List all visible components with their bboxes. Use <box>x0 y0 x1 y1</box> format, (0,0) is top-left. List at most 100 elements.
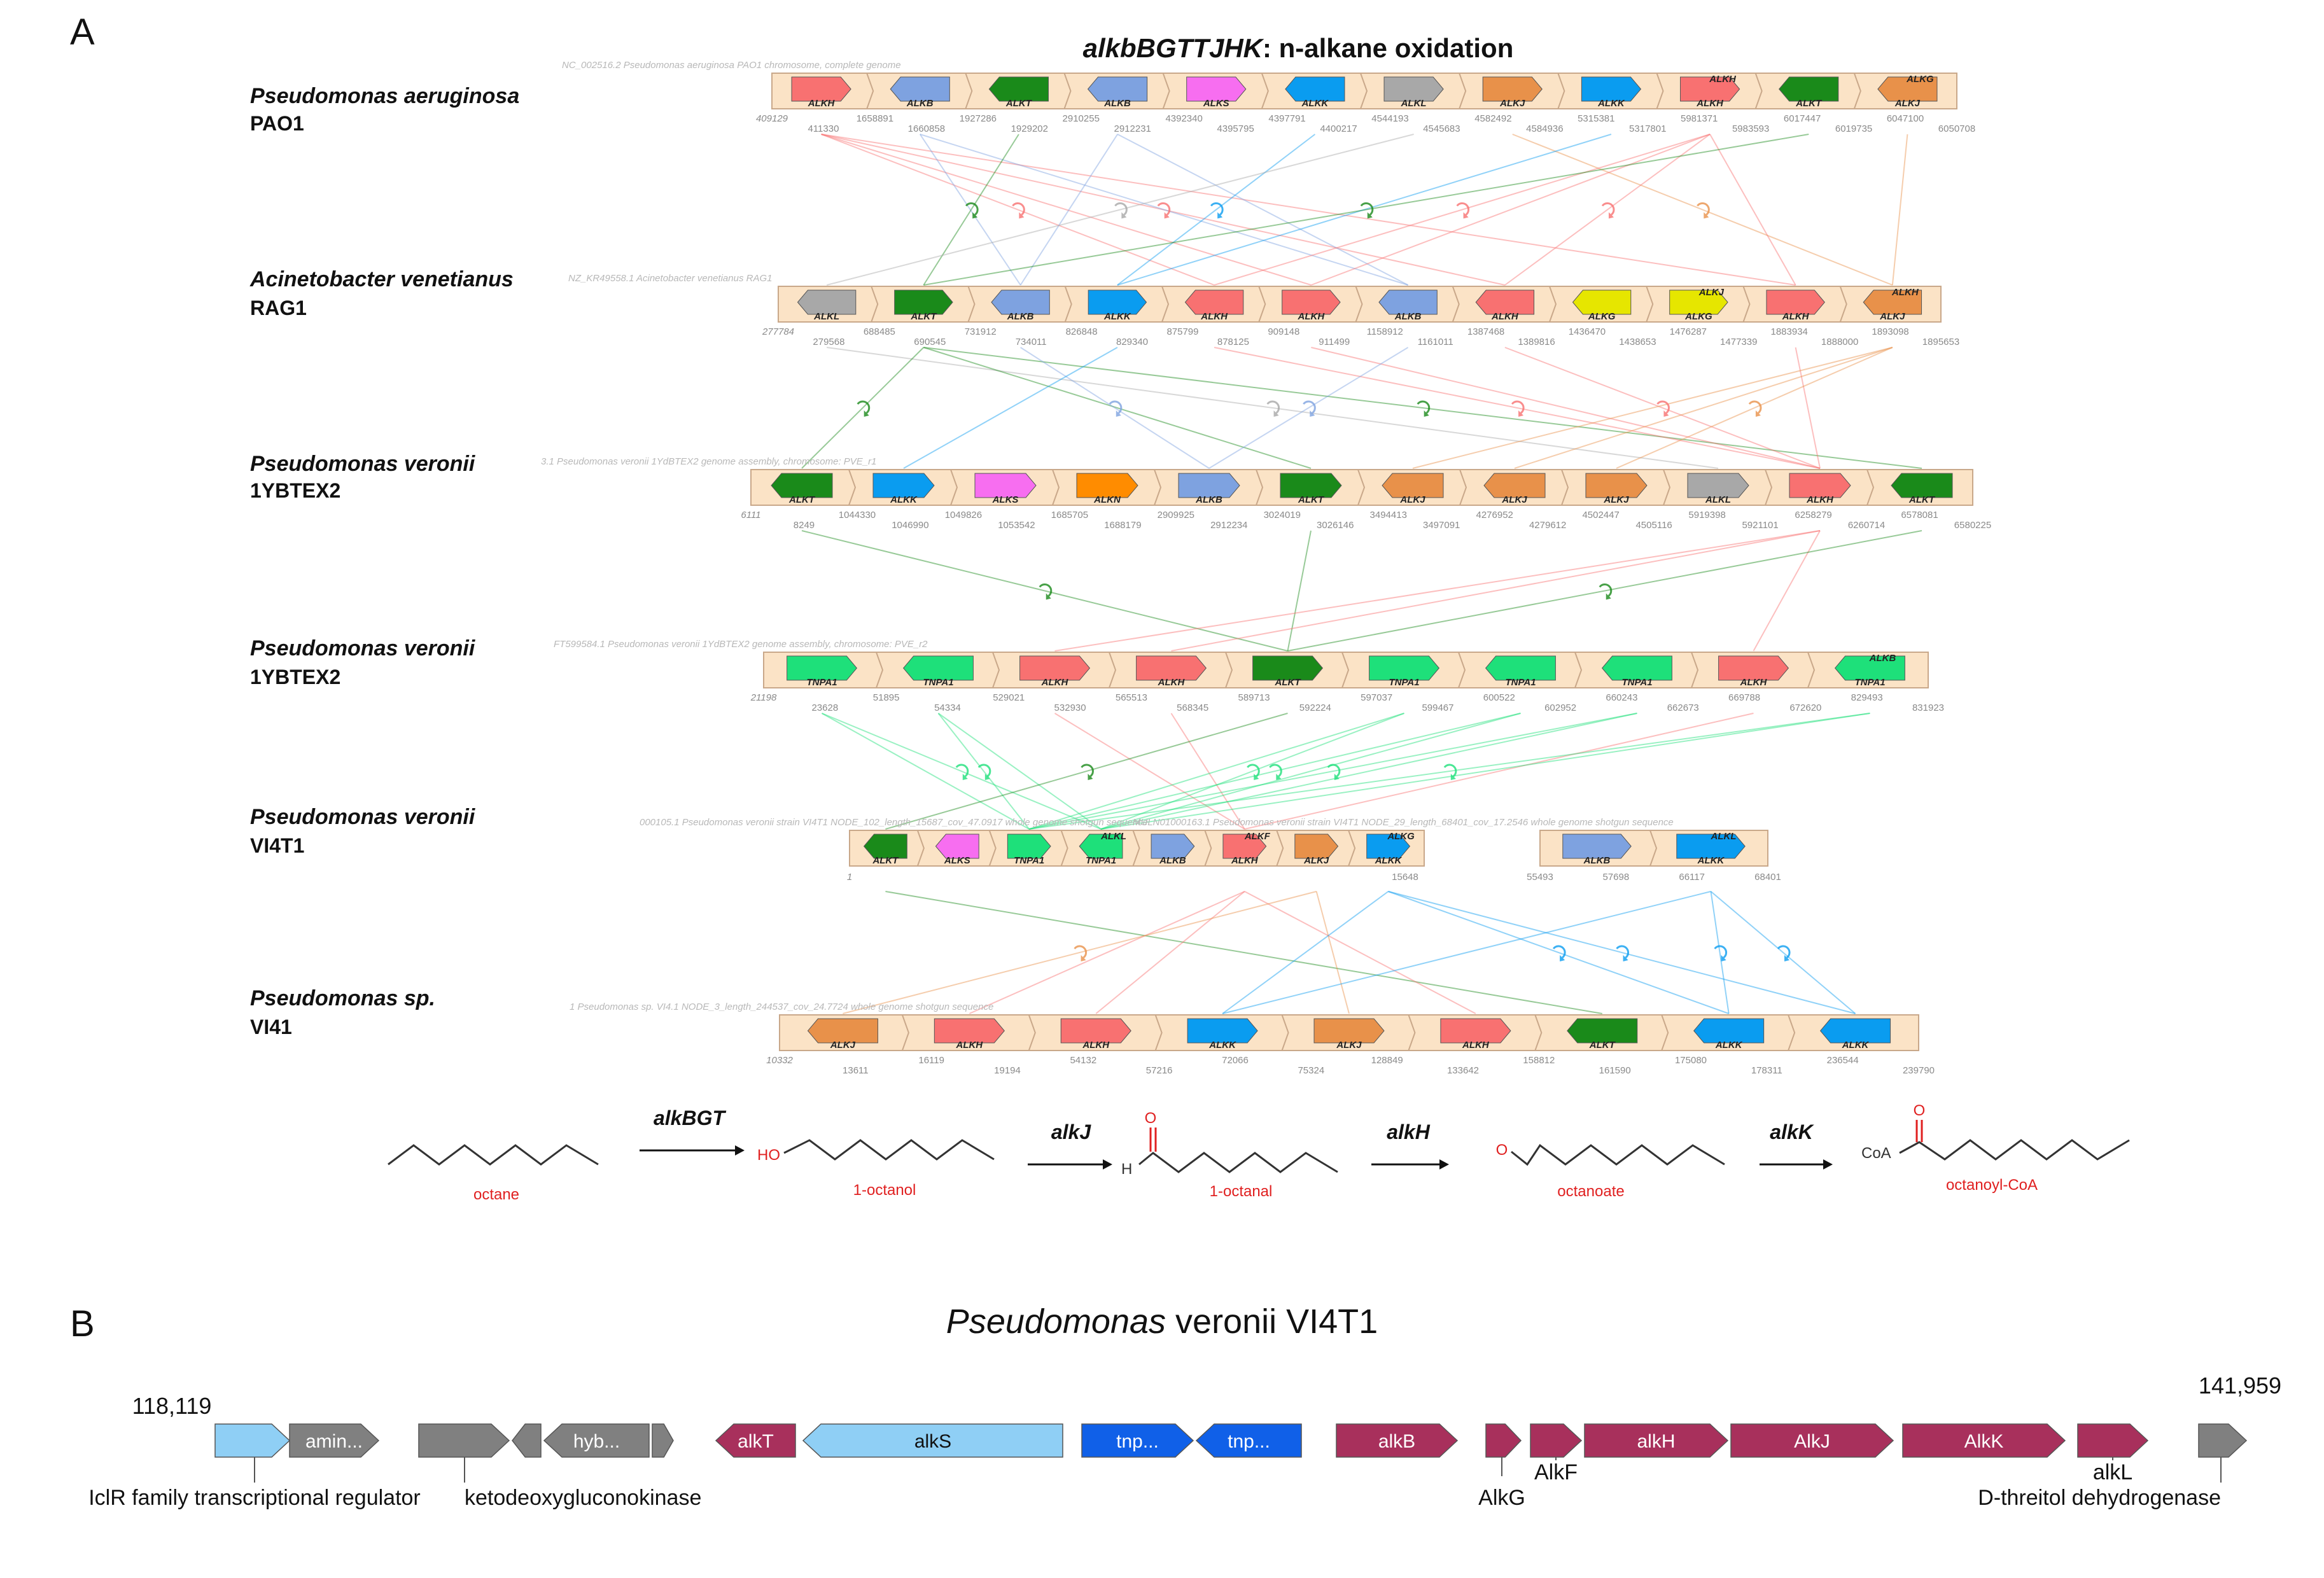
inversion-marker-head <box>1217 212 1223 219</box>
coordinate-label: 6019735 <box>1835 123 1872 134</box>
synteny-link <box>937 713 1030 830</box>
coordinate-label: 878125 <box>1217 337 1249 347</box>
inversion-marker <box>1081 764 1094 778</box>
coordinate-label: 3024019 <box>1264 510 1301 520</box>
gene-arrow-label: AlkK <box>1964 1431 2004 1452</box>
inversion-marker-head <box>1721 955 1726 961</box>
gene-label: ALKH <box>1041 677 1069 688</box>
coordinate-label: 1 <box>847 872 852 883</box>
gene-arrow <box>1186 76 1247 102</box>
synteny-link <box>1311 347 1821 469</box>
inversion-marker <box>1456 202 1470 216</box>
coordinate-label: 602952 <box>1544 702 1576 713</box>
inversion-marker-head <box>1606 593 1611 600</box>
gene-label: ALKB <box>1007 311 1034 322</box>
coordinate-label: 1660858 <box>908 123 945 134</box>
coordinate-label: 6047100 <box>1887 113 1924 124</box>
inversion-marker-head <box>1254 774 1259 780</box>
block-divider <box>1574 652 1583 688</box>
gene-label: ALKH <box>1806 494 1834 505</box>
gene-label: ALKT <box>872 855 899 866</box>
block-divider <box>1154 469 1162 506</box>
block-divider <box>1649 830 1658 867</box>
gene-label: ALKK <box>1208 1040 1236 1051</box>
coordinate-label: 6578081 <box>1901 510 1938 520</box>
gene-label: ALKG <box>1684 311 1712 322</box>
block-divider <box>1549 286 1557 323</box>
coordinate-label: 10332 <box>766 1055 793 1066</box>
synteny-link <box>919 134 1021 286</box>
gene-arrow-label: alkH <box>1637 1431 1675 1452</box>
coordinate-label: 1888000 <box>1821 337 1858 347</box>
block-divider <box>1225 652 1233 688</box>
coordinate-label: 1158912 <box>1367 326 1403 337</box>
synteny-link <box>1222 891 1389 1014</box>
gene-arrow <box>1572 290 1632 315</box>
atom-h: H <box>1121 1161 1132 1178</box>
gene-label: ALKJ <box>1399 494 1425 505</box>
coordinate-label: 411330 <box>808 123 839 134</box>
gene-arrow <box>289 1423 380 1458</box>
block-divider <box>1866 469 1875 506</box>
gene-arrow <box>1834 655 1905 681</box>
inversion-marker <box>965 202 979 216</box>
gene-label: ALKH <box>1491 311 1519 322</box>
inversion-marker <box>1601 202 1615 216</box>
coordinate-label: 731912 <box>965 326 997 337</box>
synteny-link <box>923 347 1922 469</box>
accession-label: MULN01000163.1 Pseudomonas veronii strai… <box>1133 817 1674 828</box>
inversion-marker <box>1697 202 1710 216</box>
synteny-link <box>1710 891 1856 1014</box>
synteny-link <box>1100 713 1404 830</box>
synteny-link <box>1028 713 1404 830</box>
gene-arrow <box>802 1423 1063 1458</box>
octanoyl-coa-structure <box>1899 1139 2130 1161</box>
synteny-link <box>1311 134 1711 286</box>
block-divider <box>1663 469 1671 506</box>
gene-label: ALKJ <box>830 1040 856 1051</box>
synteny-links <box>801 134 1922 1014</box>
gene-arrow <box>1019 655 1091 681</box>
inversion-marker <box>1748 400 1762 414</box>
gene-label: ALKH <box>1696 98 1724 109</box>
gene-label: ALKH <box>808 98 836 109</box>
synteny-link <box>1514 347 1893 469</box>
inversion-marker <box>1511 400 1525 414</box>
block-divider <box>1204 830 1212 867</box>
gene-arrow <box>1178 473 1240 498</box>
inversion-marker <box>1599 583 1613 597</box>
inversion-marker-head <box>1367 212 1373 219</box>
inversion-marker-head <box>1623 955 1628 961</box>
synteny-link <box>1388 891 1730 1014</box>
coordinate-label: 660243 <box>1606 692 1637 703</box>
block-divider <box>1360 73 1368 109</box>
inversion-marker-head <box>1334 774 1340 780</box>
gene-label: ALKJ <box>1894 98 1921 109</box>
block-divider <box>1788 1014 1796 1051</box>
synteny-link <box>1095 891 1245 1014</box>
block-divider <box>988 830 997 867</box>
gene-label: ALKB <box>1394 311 1422 322</box>
compound-octanal: 1-octanal <box>1210 1183 1273 1200</box>
genome-track: Pseudomonas veronii 1YBTEX2 3.1 Pseudomona… <box>250 452 1991 531</box>
coordinate-label: 4392340 <box>1165 113 1202 124</box>
gene-arrow <box>791 76 851 102</box>
synteny-link <box>1214 347 1821 469</box>
gene-arrow <box>787 655 858 681</box>
block-divider <box>1281 1014 1289 1051</box>
gene-label: ALKT <box>1298 494 1325 505</box>
annotation-threitol: D-threitol dehydrogenase <box>1978 1486 2221 1510</box>
synteny-link <box>1054 713 1245 830</box>
coordinate-label: 6050708 <box>1938 123 1975 134</box>
gene-label-extra: ALKH <box>1709 74 1737 85</box>
synteny-link <box>1100 713 1637 830</box>
block-divider <box>1162 73 1170 109</box>
genome-segment-bar <box>750 469 1973 506</box>
inversion-marker-head <box>984 774 990 780</box>
organism-name: Pseudomonas veronii <box>250 452 476 476</box>
synteny-link <box>1315 891 1350 1014</box>
block-divider <box>1060 830 1068 867</box>
coordinate-label: 597037 <box>1361 692 1392 703</box>
coordinate-label: 909148 <box>1268 326 1299 337</box>
gene-label: ALKT <box>788 494 816 505</box>
